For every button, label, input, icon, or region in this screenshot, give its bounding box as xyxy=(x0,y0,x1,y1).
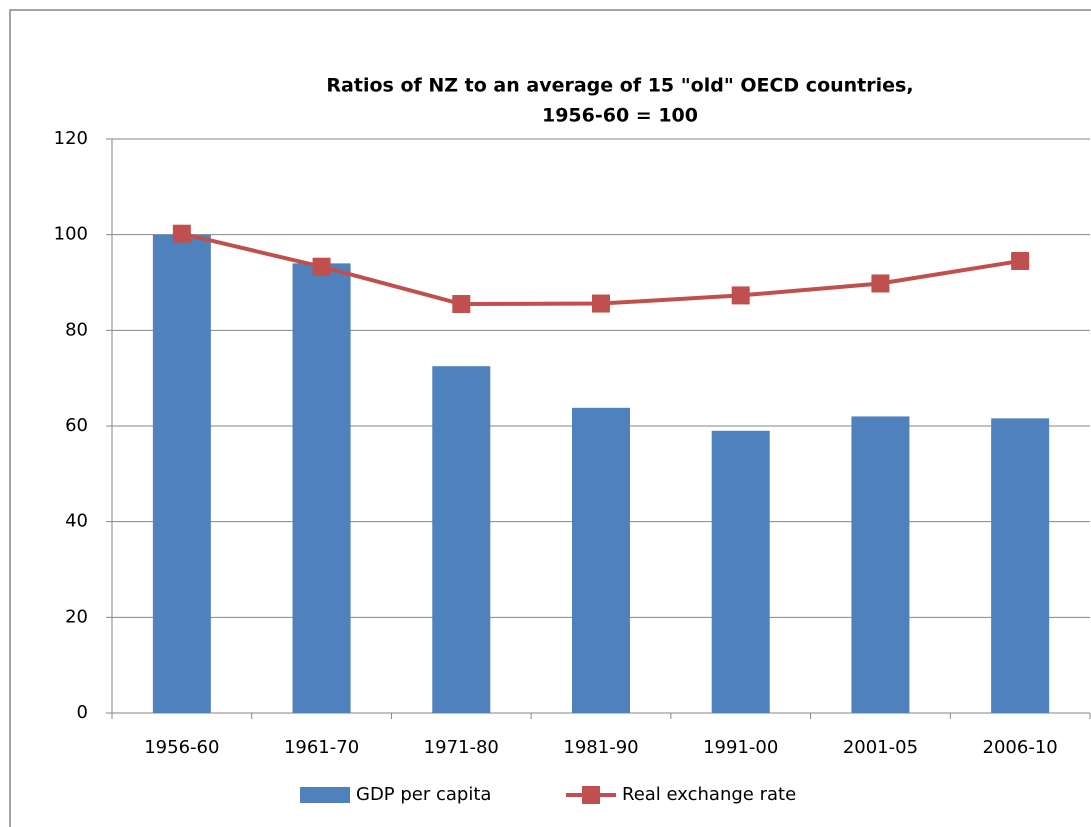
bar xyxy=(572,407,630,713)
legend-swatch xyxy=(300,787,350,803)
legend-label: GDP per capita xyxy=(356,784,491,805)
x-tick-label: 1991-00 xyxy=(703,737,778,758)
chart-title: 1956-60 = 100 xyxy=(542,105,698,127)
marker xyxy=(172,224,191,243)
y-tick-label: 20 xyxy=(65,606,88,627)
bar xyxy=(432,366,491,713)
chart-title: Ratios of NZ to an average of 15 "old" O… xyxy=(326,75,913,97)
bar xyxy=(711,430,770,713)
y-tick-label: 0 xyxy=(77,702,88,723)
marker xyxy=(452,295,471,314)
y-tick-label: 120 xyxy=(54,128,88,149)
x-tick-label: 1971-80 xyxy=(424,737,499,758)
bar xyxy=(292,263,351,713)
bar xyxy=(152,234,211,713)
y-tick-label: 100 xyxy=(54,224,88,245)
marker xyxy=(312,257,331,276)
marker xyxy=(1011,251,1030,270)
marker xyxy=(871,274,890,293)
y-tick-label: 80 xyxy=(65,319,88,340)
y-tick-label: 60 xyxy=(65,415,88,436)
x-tick-label: 2006-10 xyxy=(983,737,1058,758)
marker xyxy=(731,286,750,305)
x-tick-label: 2001-05 xyxy=(843,737,918,758)
legend-swatch xyxy=(582,786,600,804)
bar xyxy=(991,418,1050,713)
bar xyxy=(851,416,910,713)
marker xyxy=(592,294,610,313)
x-tick-label: 1981-90 xyxy=(563,737,638,758)
x-tick-label: 1956-60 xyxy=(144,737,219,758)
x-tick-label: 1961-70 xyxy=(284,737,359,758)
y-tick-label: 40 xyxy=(65,511,88,532)
legend-label: Real exchange rate xyxy=(622,784,796,805)
